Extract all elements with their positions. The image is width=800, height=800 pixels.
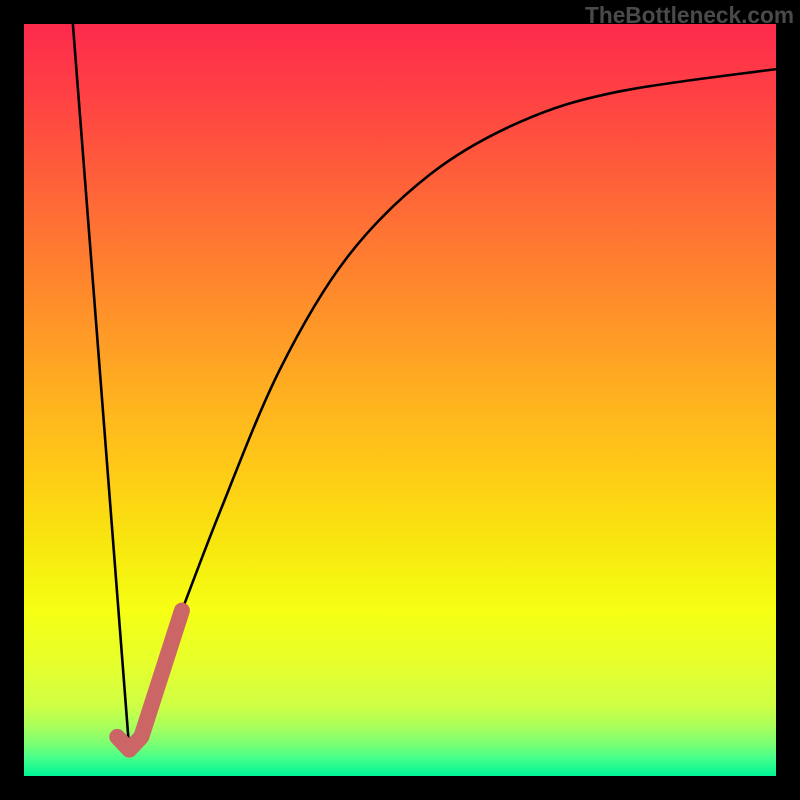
chart-container: TheBottleneck.com [0,0,800,800]
plot-area [24,24,776,776]
chart-svg [0,0,800,800]
